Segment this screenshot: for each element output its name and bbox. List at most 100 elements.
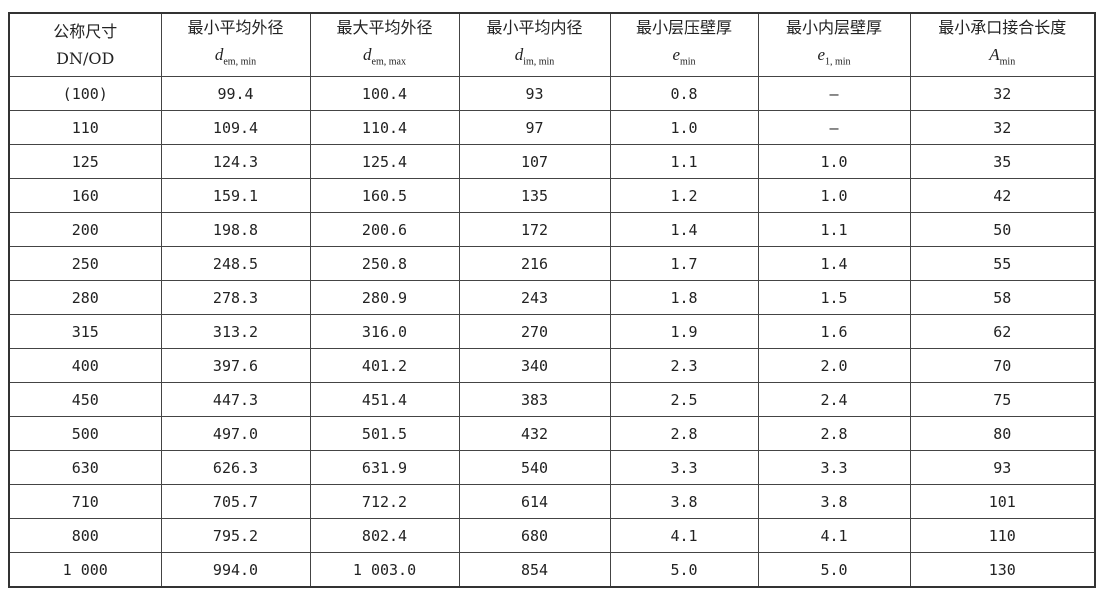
table-cell: 99.4 (160, 76, 311, 111)
symbol: DN/OD (56, 49, 115, 68)
table-cell: 1.1 (757, 212, 911, 247)
table-cell: 100.4 (309, 76, 460, 111)
table-row: 110 109.4 110.4 97 1.0—32 (8, 110, 1096, 145)
table-cell: 216 (458, 246, 611, 281)
table-cell: 614 (458, 484, 611, 519)
table-cell: 451.4 (309, 382, 460, 417)
table-row: 710 705.7 712.2 614 3.8 3.8 101 (8, 484, 1096, 519)
column-symbol: dem, max (311, 41, 459, 75)
table-cell: 280.9 (309, 280, 460, 315)
table-cell: 93 (909, 450, 1096, 485)
table-row: 800 795.2 802.4 680 4.1 4.1 110 (8, 518, 1096, 553)
table-cell: 313.2 (160, 314, 311, 349)
table-cell: 800 (8, 518, 162, 553)
table-row: 160 159.1 160.5 135 1.2 1.0 42 (8, 178, 1096, 213)
symbol-subscript: em, max (371, 56, 406, 68)
table-cell: 35 (909, 144, 1096, 179)
table-cell: 280 (8, 280, 162, 315)
table-cell: 125 (8, 144, 162, 179)
column-header: 最小层压壁厚 emin (609, 12, 759, 77)
table-row: 280 278.3 280.9 243 1.8 1.5 58 (8, 280, 1096, 315)
table-cell: 2.3 (609, 348, 759, 383)
table-cell: 159.1 (160, 178, 311, 213)
table-cell: 130 (909, 552, 1096, 588)
table-cell: 540 (458, 450, 611, 485)
symbol: e (672, 45, 680, 65)
table-cell: 315 (8, 314, 162, 349)
table-cell: 75 (909, 382, 1096, 417)
table-cell: 630 (8, 450, 162, 485)
table-cell: 854 (458, 552, 611, 588)
column-symbol: dim, min (460, 41, 610, 75)
column-header: 最小平均外径 dem, min (160, 12, 311, 77)
column-header: 最小平均内径 dim, min (458, 12, 611, 77)
table-cell: 80 (909, 416, 1096, 451)
table-cell: 32 (909, 76, 1096, 111)
table-cell: 270 (458, 314, 611, 349)
table-cell: 101 (909, 484, 1096, 519)
table-row: 200 198.8 200.6 172 1.4 1.1 50 (8, 212, 1096, 247)
table-row: 250 248.5 250.8 216 1.7 1.4 55 (8, 246, 1096, 281)
table-cell: 447.3 (160, 382, 311, 417)
table-row: 400 397.6 401.2 340 2.3 2.0 70 (8, 348, 1096, 383)
table-cell: 3.8 (757, 484, 911, 519)
symbol-subscript: em, min (223, 56, 257, 68)
table-cell: 2.8 (609, 416, 759, 451)
symbol-subscript: min (679, 56, 696, 68)
column-header: 最小承口接合长度 Amin (909, 12, 1096, 77)
column-symbol: emin (611, 41, 758, 75)
table-cell: 680 (458, 518, 611, 553)
table-cell: (100) (8, 76, 162, 111)
table-cell: — (757, 110, 911, 145)
column-header: 公称尺寸 DN/OD (8, 12, 162, 77)
table-cell: 124.3 (160, 144, 311, 179)
column-title: 最小平均内径 (486, 18, 583, 38)
column-symbol: Amin (911, 41, 1095, 75)
table-cell: 710 (8, 484, 162, 519)
table-cell: 109.4 (160, 110, 311, 145)
table-cell: 1.0 (757, 178, 911, 213)
symbol: d (363, 45, 372, 65)
table-cell: 110 (8, 110, 162, 145)
table-cell: 250 (8, 246, 162, 281)
symbol: d (514, 45, 524, 65)
table-cell: 1.6 (757, 314, 911, 349)
table-cell: 1 003.0 (309, 552, 460, 588)
table-cell: 58 (909, 280, 1096, 315)
table-row: 500 497.0 501.5 432 2.8 2.8 80 (8, 416, 1096, 451)
table-cell: 172 (458, 212, 611, 247)
table-cell: 795.2 (160, 518, 311, 553)
table-cell: 110 (909, 518, 1096, 553)
table-cell: 3.3 (609, 450, 759, 485)
column-title: 最小平均外径 (187, 18, 284, 38)
table-cell: — (757, 76, 911, 111)
symbol: A (989, 45, 1000, 65)
table-cell: 1.9 (609, 314, 759, 349)
table-cell: 5.0 (757, 552, 911, 588)
symbol-subscript: min (999, 56, 1016, 68)
table-cell: 340 (458, 348, 611, 383)
symbol-subscript: im, min (523, 56, 555, 68)
table-cell: 243 (458, 280, 611, 315)
table-row: 450 447.3 451.4 383 2.5 2.4 75 (8, 382, 1096, 417)
table-cell: 401.2 (309, 348, 460, 383)
table-cell: 1.7 (609, 246, 759, 281)
column-title: 最大平均外径 (336, 18, 433, 38)
table-cell: 500 (8, 416, 162, 451)
table-cell: 198.8 (160, 212, 311, 247)
symbol: d (214, 45, 224, 65)
table-cell: 316.0 (309, 314, 460, 349)
table-cell: 55 (909, 246, 1096, 281)
table-cell: 135 (458, 178, 611, 213)
table-cell: 1.4 (757, 246, 911, 281)
column-title: 最小承口接合长度 (938, 18, 1067, 38)
table-cell: 383 (458, 382, 611, 417)
table-cell: 450 (8, 382, 162, 417)
table-cell: 4.1 (609, 518, 759, 553)
table-cell: 5.0 (609, 552, 759, 588)
table-cell: 631.9 (309, 450, 460, 485)
table-cell: 1.5 (757, 280, 911, 315)
column-header: 最大平均外径 dem, max (309, 12, 460, 77)
table-cell: 93 (458, 76, 611, 111)
column-header: 最小内层壁厚 e1, min (757, 12, 911, 77)
